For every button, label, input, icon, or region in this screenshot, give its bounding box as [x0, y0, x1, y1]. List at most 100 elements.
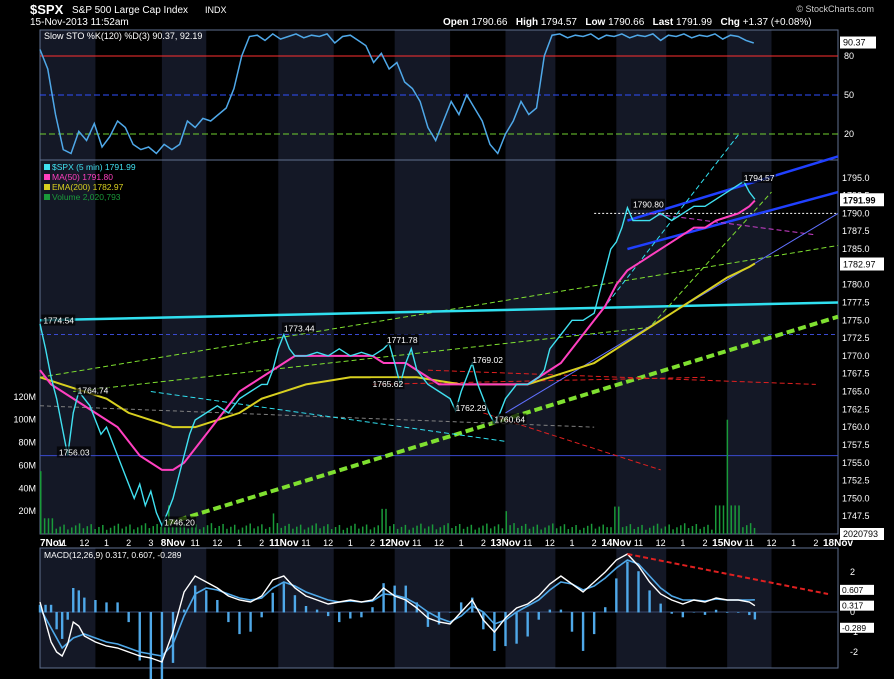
x-tick-label: 12 [79, 538, 89, 548]
volume-bar [714, 505, 717, 534]
macd-histogram-bar [182, 609, 186, 613]
volume-bar [598, 526, 601, 534]
sto-legend: Slow STO %K(120) %D(3) 90.37, 92.19 [44, 31, 202, 41]
price-annotation-bg [492, 413, 527, 425]
price-tick-label: 1777.5 [842, 297, 870, 307]
x-tick-label: 12 [434, 538, 444, 548]
volume-bar [152, 526, 154, 534]
volume-bar [241, 527, 244, 534]
macd-histogram-bar [293, 595, 297, 613]
macd-histogram-bar [748, 612, 751, 616]
volume-bar [443, 525, 445, 534]
price-annotation: 1764.74 [78, 385, 109, 395]
sto-tick-label: 20 [844, 129, 854, 139]
volume-bar [102, 524, 104, 534]
trendline-blue-lower [627, 190, 839, 251]
macd-histogram-bar [637, 571, 640, 613]
macd-histogram-bar [692, 612, 696, 613]
volume-tick-label: 20M [18, 506, 36, 516]
legend-swatch [44, 174, 50, 180]
volume-bar [268, 527, 271, 534]
price-tick-label: 1762.5 [842, 404, 870, 414]
volume-bar [602, 524, 604, 534]
price-tick-label: 1757.5 [842, 440, 870, 450]
macd-histogram-bar [515, 612, 518, 644]
macd-histogram-bar [360, 612, 363, 618]
price-tick-label: 1755.0 [842, 458, 870, 468]
volume-bar [606, 527, 608, 534]
sto-line [39, 32, 755, 155]
volume-bar [474, 529, 476, 534]
x-tick-label: 1 [348, 538, 353, 548]
volume-bar [280, 527, 283, 534]
volume-bar [90, 524, 92, 534]
volume-bar [451, 528, 453, 534]
volume-bar [466, 526, 469, 534]
volume-bar [315, 523, 317, 534]
x-tick-label: 18Nov [823, 538, 853, 549]
macd-histogram-bar [193, 585, 197, 613]
macd-histogram-bar [138, 612, 141, 661]
price-annotation-bg [453, 401, 488, 413]
volume-bar [202, 527, 205, 534]
volume-bar [687, 528, 690, 534]
price-annotation: 1794.57 [744, 173, 775, 183]
volume-bar [365, 524, 368, 534]
macd-histogram-bar [371, 607, 374, 613]
volume-bar [703, 526, 705, 534]
macd-histogram-bar [304, 606, 308, 613]
volume-bar [610, 527, 612, 534]
session-band [161, 160, 207, 534]
chg-value: +1.37 (+0.08%) [742, 17, 812, 28]
macd-histogram-bar [72, 588, 75, 613]
volume-bar [567, 529, 570, 534]
volume-bar [164, 526, 166, 534]
trendline-red-3 [483, 412, 661, 471]
volume-bar [43, 518, 46, 534]
macd-histogram-bar [604, 607, 607, 613]
session-band [616, 160, 667, 534]
macd-histogram-bar [249, 612, 252, 632]
macd-histogram-bar [537, 612, 540, 620]
macd-histogram-bar [116, 602, 119, 613]
session-band [505, 548, 556, 668]
volume-bar [40, 471, 42, 534]
volume-bar [536, 524, 539, 534]
price-annotation-bg [741, 171, 776, 183]
macd-histogram-bar [171, 612, 175, 663]
price-tick-label: 1780.0 [842, 280, 870, 290]
low-value: 1790.66 [608, 17, 645, 28]
volume-bar [726, 419, 729, 534]
ma50-line [39, 199, 756, 471]
x-tick-label: 1 [104, 538, 109, 548]
macd-histogram-bar [448, 612, 452, 613]
ema-badge [840, 257, 884, 271]
macd-divergence-line [627, 553, 829, 595]
low-label: Low [585, 17, 606, 28]
x-tick-label: 12Nov [380, 538, 410, 549]
volume-bar [583, 527, 585, 534]
volume-bar [113, 525, 116, 534]
open-value: 1790.66 [471, 17, 508, 28]
legend-swatch [44, 194, 50, 200]
macd-histogram-bar [60, 612, 64, 639]
volume-bar [749, 523, 752, 534]
macd-histogram-bar [105, 602, 108, 613]
x-tick-label: 2 [481, 538, 486, 548]
volume-bar [431, 524, 434, 534]
x-tick-label: 13Nov [490, 538, 520, 549]
price-annotation: 1771.78 [387, 335, 418, 345]
volume-bar [98, 526, 100, 534]
symbol-title: $SPX [30, 2, 64, 17]
macd-histogram-bar [315, 609, 319, 613]
volume-bar [175, 526, 178, 534]
ema-label: 1782.97 [843, 260, 876, 270]
volume-bar [125, 526, 127, 534]
volume-bar [722, 505, 725, 534]
volume-bar [711, 529, 713, 534]
macd-histogram-bar [238, 612, 241, 635]
x-tick-label: 2 [702, 538, 707, 548]
volume-bar [105, 529, 108, 534]
volume-bar [447, 523, 449, 534]
volume-bar [187, 528, 189, 534]
